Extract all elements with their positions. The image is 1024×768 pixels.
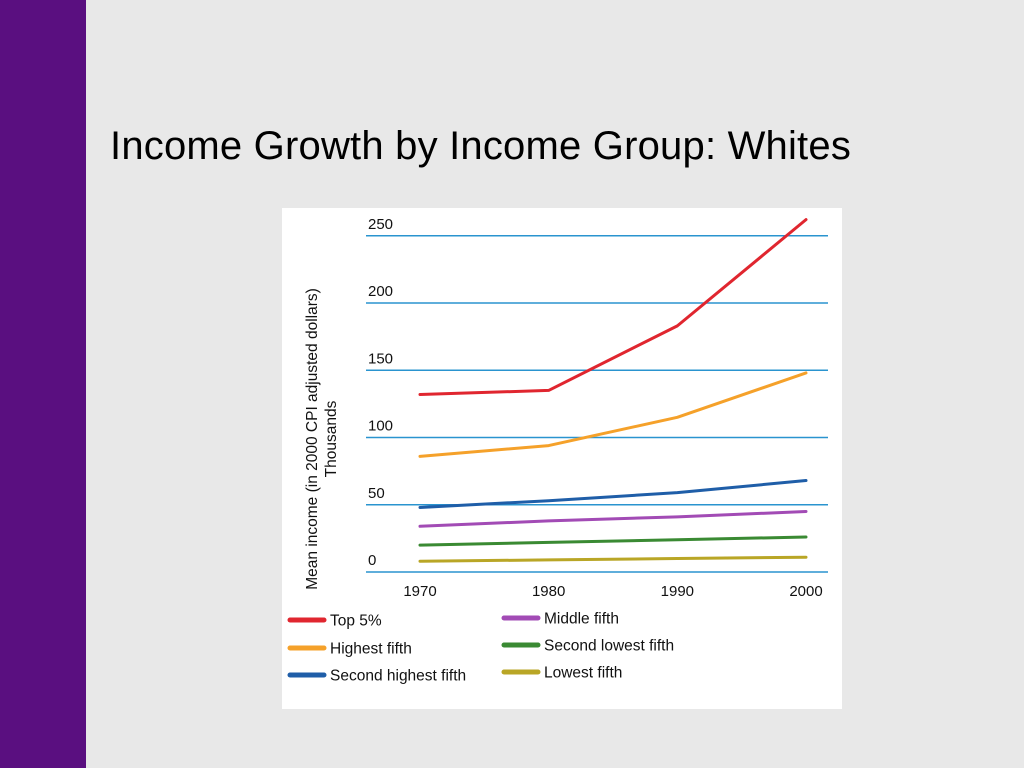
- legend-label: Second highest fifth: [330, 668, 466, 685]
- y-tick-label: 50: [368, 485, 385, 502]
- y-tick-label: 250: [368, 216, 393, 233]
- series-line: [418, 218, 808, 396]
- x-tick-label: 1990: [661, 583, 694, 600]
- x-tick-label: 1970: [403, 583, 436, 600]
- slide-sidebar-bar: [0, 0, 86, 768]
- series-line: [418, 535, 808, 547]
- legend-label: Top 5%: [330, 613, 382, 630]
- x-tick-label: 2000: [789, 583, 822, 600]
- series-line: [418, 509, 808, 528]
- slide-title: Income Growth by Income Group: Whites: [110, 124, 852, 168]
- series-line: [418, 479, 808, 509]
- y-axis-ticks: 250 200 150 100 50 0: [368, 216, 393, 569]
- legend: Top 5% Highest fifth Second highest fifth M…: [287, 611, 674, 685]
- x-axis-ticks: 1970 1980 1990 2000: [403, 583, 822, 600]
- y-tick-label: 0: [368, 552, 376, 569]
- y-tick-label: 100: [368, 418, 393, 435]
- series-lines: [418, 218, 808, 563]
- y-axis-unit-label: Thousands: [323, 400, 340, 477]
- y-tick-label: 200: [368, 283, 393, 300]
- legend-label: Highest fifth: [330, 641, 412, 658]
- chart-figure: 250 200 150 100 50 0 1970 1980 1990 2000 Mean in…: [282, 208, 842, 709]
- y-tick-label: 150: [368, 350, 393, 367]
- series-line: [418, 555, 808, 563]
- line-chart: 250 200 150 100 50 0 1970 1980 1990 2000 Mean in…: [287, 216, 828, 685]
- y-axis-label: Mean income (in 2000 CPI adjusted dollar…: [304, 288, 321, 590]
- legend-label: Middle fifth: [544, 611, 619, 628]
- legend-label: Second lowest fifth: [544, 638, 674, 655]
- x-tick-label: 1980: [532, 583, 565, 600]
- gridlines: [366, 234, 828, 573]
- y-axis-title: Mean income (in 2000 CPI adjusted dollar…: [304, 288, 340, 590]
- legend-label: Lowest fifth: [544, 665, 622, 682]
- series-line: [418, 371, 808, 458]
